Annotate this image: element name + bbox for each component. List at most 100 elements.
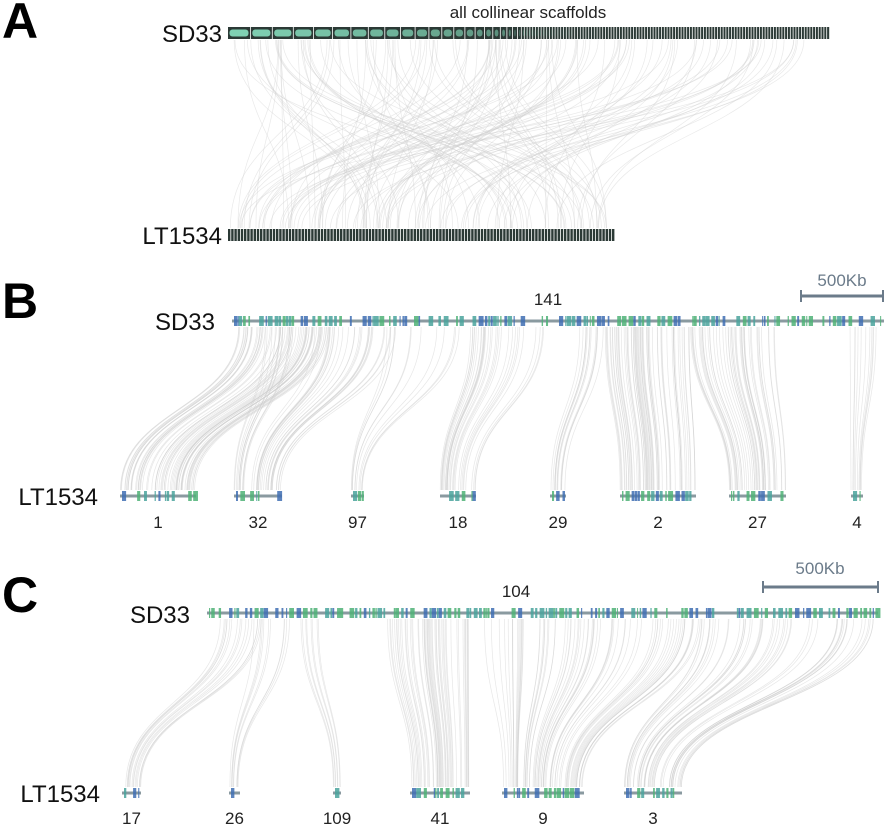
collinear-link bbox=[640, 618, 753, 788]
collinear-link bbox=[394, 618, 418, 788]
collinear-link bbox=[472, 39, 654, 229]
gene-block bbox=[527, 788, 530, 798]
collinear-link bbox=[507, 618, 513, 788]
gene-block bbox=[736, 608, 739, 618]
scaffold-block bbox=[612, 229, 615, 241]
collinear-link bbox=[278, 326, 391, 491]
collinear-link bbox=[303, 39, 532, 229]
scaffold-block bbox=[426, 229, 429, 241]
gene-block bbox=[637, 608, 639, 618]
collinear-link bbox=[773, 326, 786, 491]
collinear-link bbox=[330, 39, 605, 229]
collinear-link bbox=[849, 326, 852, 491]
panel-b-bottom-scaffold bbox=[351, 491, 364, 501]
bottom-scaffold-label: 1 bbox=[153, 513, 162, 532]
collinear-link bbox=[691, 326, 731, 491]
collinear-link bbox=[234, 326, 268, 491]
gene-block bbox=[389, 316, 391, 326]
collinear-link bbox=[314, 39, 470, 229]
collinear-link bbox=[467, 618, 469, 788]
scaffold-block-highlight bbox=[486, 29, 491, 37]
scaffold-block bbox=[596, 229, 599, 241]
gene-block bbox=[277, 491, 283, 501]
scaffold-block bbox=[787, 27, 790, 39]
collinear-link bbox=[275, 39, 565, 229]
collinear-link bbox=[163, 326, 292, 491]
gene-block bbox=[665, 491, 667, 501]
gene-block bbox=[534, 788, 540, 798]
gene-block bbox=[684, 608, 688, 618]
scaffold-block bbox=[572, 27, 575, 39]
collinear-link bbox=[297, 39, 324, 229]
scaffold-block-highlight bbox=[557, 29, 558, 37]
scaffold-block bbox=[734, 27, 737, 39]
collinear-link bbox=[548, 39, 575, 229]
bottom-scaffold-label: 29 bbox=[549, 513, 568, 532]
gene-block bbox=[310, 608, 313, 618]
scaffold-block bbox=[577, 27, 580, 39]
collinear-link bbox=[576, 618, 686, 788]
collinear-link bbox=[414, 39, 561, 229]
gene-block bbox=[880, 316, 882, 326]
scaffold-block bbox=[591, 27, 594, 39]
collinear-link bbox=[265, 39, 513, 229]
collinear-link bbox=[656, 326, 668, 491]
gene-block bbox=[637, 491, 640, 501]
scaffold-block bbox=[228, 229, 231, 241]
collinear-link bbox=[564, 326, 604, 491]
collinear-link bbox=[379, 39, 584, 229]
scaffold-block bbox=[675, 27, 678, 39]
gene-block bbox=[399, 316, 401, 326]
scaffold-block bbox=[580, 229, 583, 241]
collinear-link bbox=[498, 39, 697, 229]
collinear-link bbox=[282, 39, 607, 229]
collinear-link bbox=[133, 618, 243, 788]
gene-block bbox=[707, 608, 712, 618]
collinear-link bbox=[306, 618, 337, 788]
panel-b-bottom-scaffold bbox=[729, 491, 786, 501]
collinear-link bbox=[181, 326, 313, 491]
scaffold-block bbox=[712, 27, 715, 39]
gene-block bbox=[853, 491, 858, 501]
collinear-link bbox=[560, 326, 597, 491]
collinear-link bbox=[181, 326, 314, 491]
collinear-link bbox=[552, 326, 584, 491]
scaffold-block bbox=[681, 27, 684, 39]
scaffold-block bbox=[670, 27, 673, 39]
collinear-link bbox=[580, 39, 676, 229]
scaffold-block bbox=[645, 27, 648, 39]
scaffold-block-highlight bbox=[562, 29, 564, 37]
panel-b-letter: B bbox=[2, 273, 38, 329]
gene-block bbox=[124, 788, 127, 798]
scaffold-block bbox=[336, 229, 340, 241]
collinear-link bbox=[240, 39, 426, 229]
collinear-link bbox=[260, 39, 371, 229]
collinear-link bbox=[320, 39, 525, 229]
collinear-link bbox=[543, 618, 595, 788]
collinear-link bbox=[651, 618, 784, 788]
collinear-link bbox=[445, 618, 453, 788]
gene-block bbox=[668, 491, 674, 501]
gene-block bbox=[740, 608, 744, 618]
collinear-link bbox=[624, 618, 702, 788]
collinear-link bbox=[551, 39, 607, 229]
collinear-link bbox=[638, 618, 746, 788]
collinear-link bbox=[574, 618, 682, 788]
scaffold-block bbox=[600, 27, 603, 39]
collinear-link bbox=[741, 326, 765, 491]
scaffold-block bbox=[263, 229, 266, 241]
gene-block bbox=[616, 608, 618, 618]
collinear-link bbox=[662, 618, 819, 788]
collinear-link bbox=[302, 618, 335, 788]
gene-block bbox=[818, 608, 823, 618]
collinear-link bbox=[632, 326, 646, 491]
scaffold-block-highlight bbox=[274, 29, 292, 37]
collinear-link bbox=[281, 39, 285, 229]
gene-block bbox=[330, 608, 333, 618]
collinear-link bbox=[725, 326, 754, 491]
gene-block bbox=[548, 608, 554, 618]
scaffold-block bbox=[509, 229, 512, 241]
collinear-link bbox=[666, 326, 676, 491]
collinear-link bbox=[447, 326, 487, 491]
scaffold-block bbox=[552, 27, 555, 39]
